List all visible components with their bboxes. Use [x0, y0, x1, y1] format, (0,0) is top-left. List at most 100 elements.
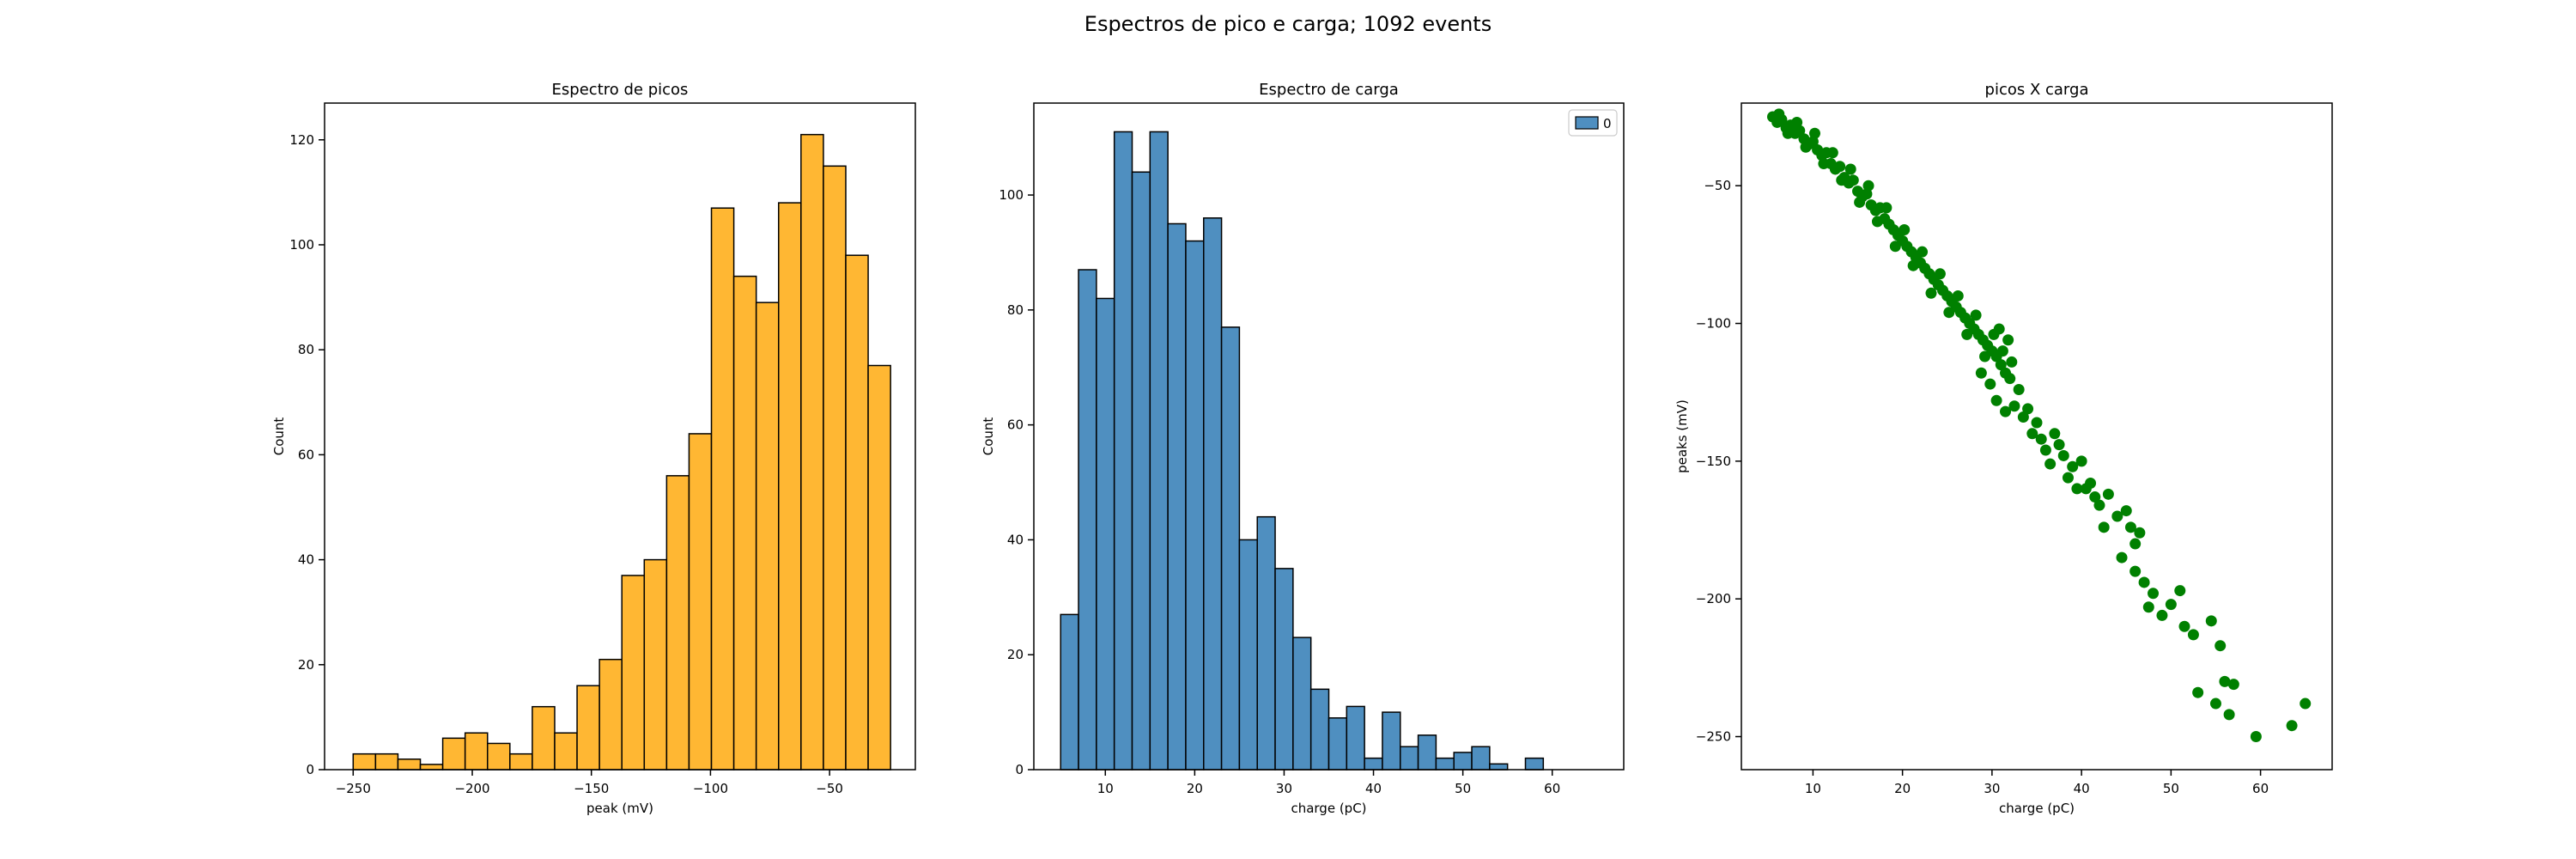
- histogram-bar: [800, 133, 824, 771]
- x-tick-label: 50: [1455, 781, 1471, 796]
- legend-label: 0: [1603, 116, 1612, 131]
- y-tick-label: −100: [1696, 316, 1731, 332]
- scatter-point: [1836, 174, 1848, 186]
- histogram-bar: [598, 658, 623, 771]
- y-tick-label: 40: [1007, 532, 1024, 547]
- scatter-point: [2035, 433, 2047, 445]
- figure-title: Espectros de pico e carga; 1092 events: [1084, 12, 1492, 36]
- scatter-point: [2250, 731, 2262, 743]
- scatter-point: [2031, 417, 2043, 429]
- scatter-point: [1961, 328, 1973, 340]
- histogram-bar: [576, 685, 600, 771]
- scatter-point: [1990, 394, 2002, 406]
- scatter-point: [1925, 287, 1937, 299]
- scatter-point: [1899, 224, 1911, 235]
- y-axis-label: peaks (mV): [1674, 399, 1690, 473]
- histogram-bar: [1078, 269, 1097, 771]
- scatter-point: [2071, 483, 2083, 495]
- histogram-bar: [1417, 734, 1437, 771]
- scatter-point: [2156, 609, 2168, 621]
- scatter-point: [2044, 458, 2057, 470]
- scatter-point: [2098, 521, 2110, 533]
- scatter-point: [2223, 709, 2235, 721]
- scatter-point: [2111, 510, 2123, 522]
- histogram-bar: [1256, 515, 1276, 771]
- scatter-point: [1934, 268, 1946, 280]
- histogram-bar: [1113, 131, 1133, 771]
- scatter-point: [2129, 538, 2142, 550]
- scatter-point: [2138, 576, 2150, 588]
- histogram-bar: [1203, 217, 1223, 771]
- y-tick-label: −200: [1696, 591, 1731, 606]
- y-tick-label: −150: [1696, 454, 1731, 469]
- y-tick-label: 80: [1007, 302, 1024, 318]
- scatter-point: [1907, 259, 1919, 271]
- chart-panel-1: −250 −200 −150 −100 −50 0 20 40 60 80 100 120 Espect…: [271, 81, 916, 816]
- histogram-bar: [688, 433, 713, 771]
- histogram-bar: [1060, 613, 1079, 771]
- scatter-point: [2116, 551, 2128, 564]
- histogram-bar: [1149, 131, 1169, 771]
- scatter-point: [2187, 629, 2199, 641]
- histogram-bar: [710, 207, 735, 771]
- x-tick-label: −150: [574, 781, 609, 796]
- scatter-point: [2227, 679, 2239, 691]
- y-tick-label: 100: [289, 237, 314, 253]
- scatter-point: [2205, 615, 2217, 627]
- scatter-point: [2004, 373, 2016, 385]
- scatter-point: [2286, 720, 2298, 732]
- x-tick-label: 30: [1984, 781, 2000, 796]
- x-axis-label: peak (mV): [586, 801, 653, 816]
- scatter-point: [1995, 359, 2007, 371]
- scatter-point: [2057, 449, 2069, 461]
- histogram-bar: [1471, 746, 1491, 771]
- histogram-bar: [1167, 222, 1187, 771]
- scatter-point: [2142, 601, 2154, 613]
- scatter-point: [1996, 345, 2008, 357]
- chart-panel-2: 10 20 30 40 50 60 0 20 40 60 80 100 Espectro de carg…: [981, 81, 1625, 816]
- scatter-point: [1979, 350, 1991, 362]
- legend-swatch: [1575, 116, 1599, 130]
- histogram-bar: [643, 558, 668, 771]
- scatter-point: [1871, 216, 1883, 228]
- histogram-bar: [554, 732, 578, 771]
- scatter-point: [2000, 405, 2012, 417]
- y-tick-label: −250: [1696, 729, 1731, 745]
- scatter-point: [2219, 675, 2231, 687]
- scatter-point: [1844, 163, 1856, 175]
- x-tick-label: 10: [1805, 781, 1821, 796]
- histogram-bar: [755, 302, 780, 771]
- histogram-bar: [1489, 763, 1509, 771]
- histogram-bar: [1435, 757, 1455, 771]
- histogram-bar: [374, 752, 399, 771]
- scatter-point: [1943, 307, 1955, 319]
- chart-title: picos X carga: [1985, 81, 2089, 99]
- histogram-bar: [1274, 568, 1294, 771]
- scatter-point: [1975, 367, 1987, 379]
- scatter-point: [2300, 698, 2312, 710]
- scatter-point: [2209, 698, 2221, 710]
- x-tick-label: −250: [336, 781, 371, 796]
- y-tick-label: 60: [1007, 417, 1024, 433]
- x-tick-label: 30: [1276, 781, 1292, 796]
- axes-frame: [1033, 102, 1625, 771]
- scatter-point: [2192, 686, 2204, 698]
- x-tick-label: 40: [1365, 781, 1382, 796]
- histogram-bar: [1524, 757, 1545, 771]
- x-axis-label: charge (pC): [1999, 801, 2075, 816]
- scatter-point: [1773, 108, 1785, 120]
- x-tick-label: −50: [816, 781, 843, 796]
- y-tick-label: 0: [306, 762, 314, 777]
- scatter-point: [2013, 383, 2025, 395]
- chart-panel-3: 10 20 30 40 50 60 −50 −100 −150 −200 −250 picos X c…: [1674, 81, 2333, 816]
- x-tick-label: 20: [1187, 781, 1203, 796]
- axes-frame: [324, 102, 916, 771]
- scatter-point: [1834, 161, 1846, 173]
- y-tick-label: 0: [1015, 762, 1024, 777]
- scatter-point: [2026, 428, 2038, 440]
- scatter-point: [2006, 356, 2018, 368]
- histogram-bar: [1364, 757, 1383, 771]
- chart-title: Espectro de carga: [1259, 81, 1399, 99]
- scatter-point: [2053, 439, 2065, 451]
